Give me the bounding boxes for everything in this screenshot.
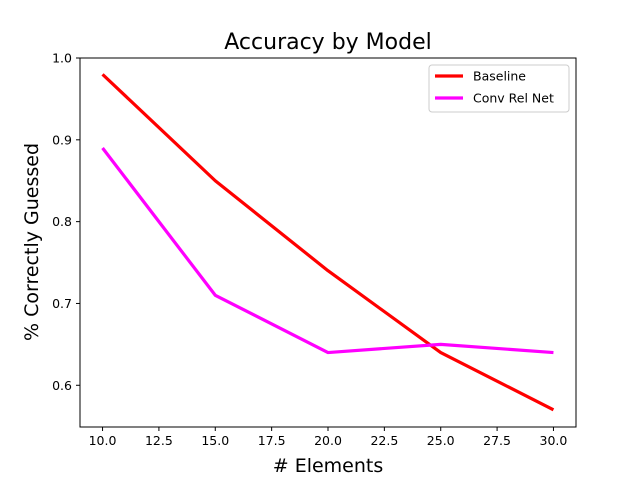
- plot-area: 10.0 12.5 15.0 17.5 20.0 22.5 25.0 27.5 30.0 0.6 0…: [52, 51, 577, 448]
- x-tick-label: 25.0: [427, 433, 455, 448]
- x-tick-label: 12.5: [145, 433, 173, 448]
- legend-label: Baseline: [473, 69, 526, 84]
- x-tick-label: 27.5: [483, 433, 511, 448]
- legend-box: [428, 64, 570, 113]
- x-axis-label: # Elements: [273, 455, 384, 477]
- x-tick-label: 15.0: [201, 433, 229, 448]
- series-line-baseline: [101, 73, 555, 412]
- legend-label: Conv Rel Net: [473, 91, 554, 106]
- chart-title: Accuracy by Model: [224, 30, 431, 55]
- y-axis-label: % Correctly Guessed: [21, 143, 43, 341]
- y-tick-label: 0.8: [52, 214, 72, 229]
- x-tick-label: 10.0: [89, 433, 117, 448]
- y-tick-label: 0.9: [52, 132, 72, 147]
- x-tick-label: 30.0: [540, 433, 568, 448]
- plot-frame: [79, 57, 577, 428]
- x-tick-label: 20.0: [314, 433, 342, 448]
- series-line-conv-rel-net: [101, 147, 554, 355]
- y-tick-label: 1.0: [52, 51, 72, 66]
- y-tick-label: 0.7: [52, 296, 72, 311]
- x-tick-label: 22.5: [370, 433, 398, 448]
- x-tick-label: 17.5: [258, 433, 286, 448]
- y-tick-label: 0.6: [52, 378, 72, 393]
